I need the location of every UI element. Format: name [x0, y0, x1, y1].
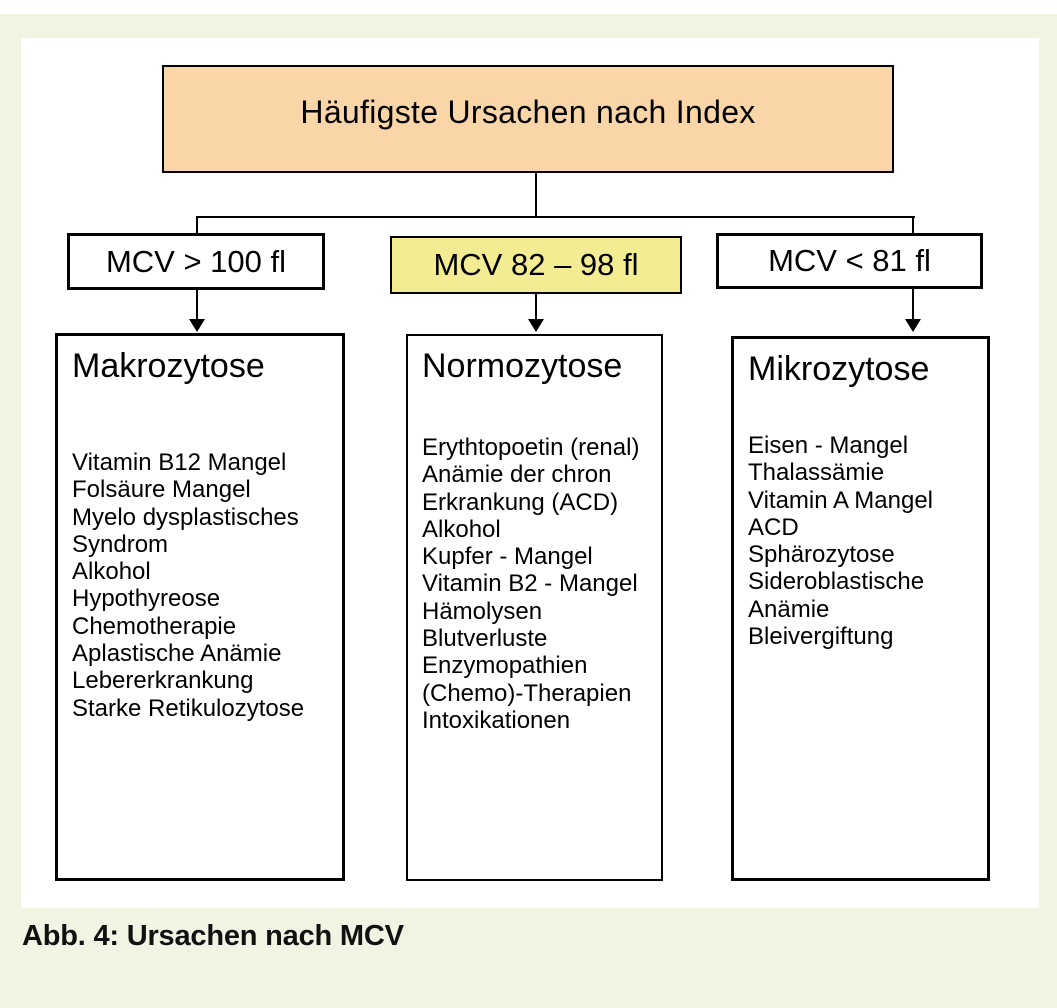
cause-item: Hypothyreose	[72, 585, 221, 613]
title-box: Häufigste Ursachen nach Index	[162, 65, 894, 173]
cause-item: Erkrankung (ACD)	[422, 488, 619, 516]
mcv-range-label: MCV 82 – 98 fl	[433, 247, 639, 282]
category-heading: Mikrozytose	[748, 350, 930, 388]
mcv-range-label: MCV > 100 fl	[105, 243, 287, 279]
cause-item: Blutverluste	[422, 625, 548, 653]
cause-list: Vitamin B12 Mangel Folsäure Mangel Myelo d…	[72, 449, 342, 722]
cause-item: Lebererkrankung	[72, 667, 254, 695]
cause-item: Kupfer - Mangel	[422, 543, 593, 571]
cause-item: Erythtopoetin (renal)	[422, 434, 640, 461]
arrow-line	[535, 294, 537, 321]
cause-item: Folsäure Mangel	[72, 476, 251, 504]
cause-list: Erythtopoetin (renal) Anämie der chron Erk…	[422, 434, 661, 734]
cause-item: Aplastische Anämie	[72, 640, 282, 668]
mcv-range-box-micro: MCV < 81 fl	[716, 233, 983, 289]
arrow-line	[196, 290, 198, 321]
cause-item: Sphärozytose	[748, 541, 895, 569]
title-label: Häufigste Ursachen nach Index	[300, 93, 756, 130]
category-box-normozytose: Normozytose Erythtopoetin (renal) Anämie …	[406, 334, 663, 881]
connector-drop-left-line	[196, 216, 198, 235]
connector-horizontal-line	[196, 216, 915, 218]
connector-drop-right-line	[912, 216, 914, 235]
cause-item: Alkohol	[422, 515, 501, 543]
arrow-down-icon	[189, 319, 205, 332]
cause-item: Intoxikationen	[422, 706, 571, 734]
cause-item: Eisen - Mangel	[748, 432, 909, 459]
cause-item: Alkohol	[72, 558, 151, 586]
cause-item: ACD	[748, 513, 799, 541]
cause-list: Eisen - Mangel Thalassämie Vitamin A Mange…	[748, 432, 987, 650]
cause-item: Anämie	[748, 595, 830, 623]
category-heading: Normozytose	[422, 347, 623, 385]
figure-caption: Abb. 4: Ursachen nach MCV	[22, 920, 404, 952]
cause-item: Vitamin A Mangel	[748, 486, 934, 514]
category-box-makrozytose: Makrozytose Vitamin B12 Mangel Folsäure M…	[55, 333, 345, 881]
mcv-range-box-macro: MCV > 100 fl	[67, 233, 325, 290]
cause-item: Enzymopathien	[422, 652, 588, 680]
cause-item: Sideroblastische	[748, 568, 925, 596]
category-heading: Makrozytose	[72, 347, 265, 385]
cause-item: Vitamin B12 Mangel	[72, 449, 287, 476]
cause-item: Starke Retikulozytose	[72, 694, 305, 722]
cause-item: (Chemo)-Therapien	[422, 679, 632, 707]
mcv-range-box-normo: MCV 82 – 98 fl	[390, 236, 682, 294]
mcv-range-label: MCV < 81 fl	[768, 243, 931, 278]
cause-item: Myelo dysplastisches	[72, 503, 299, 531]
cause-item: Bleivergiftung	[748, 623, 894, 651]
arrow-down-icon	[905, 319, 921, 332]
cause-item: Thalassämie	[748, 459, 885, 487]
cause-item: Vitamin B2 - Mangel	[422, 570, 638, 598]
cause-item: Hämolysen	[422, 597, 543, 625]
arrow-line	[912, 289, 914, 321]
arrow-down-icon	[528, 319, 544, 332]
cause-item: Anämie der chron	[422, 461, 612, 489]
category-box-mikrozytose: Mikrozytose Eisen - Mangel Thalassämie Vit…	[731, 336, 990, 881]
cause-item: Chemotherapie	[72, 612, 237, 640]
cause-item: Syndrom	[72, 530, 169, 558]
connector-stem-line	[535, 173, 537, 218]
